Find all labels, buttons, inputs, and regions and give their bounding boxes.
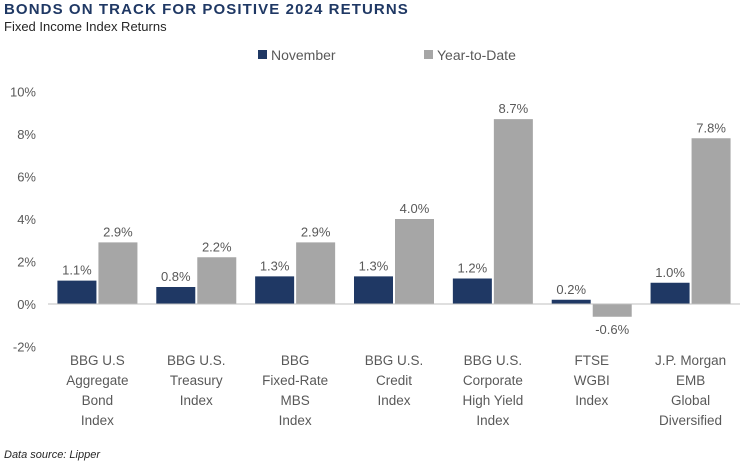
y-tick-label: 4% (17, 212, 36, 227)
bar-november (650, 282, 690, 304)
category-label: BBG Fixed-Rate MBS Index (262, 353, 328, 428)
data-label-year-to-date: 4.0% (400, 201, 430, 216)
y-axis-ticks: -2% 0% 2% 4% 6% 8% 10% (10, 85, 36, 355)
legend-swatch-november (258, 50, 267, 59)
y-tick-label: 0% (17, 297, 36, 312)
bars (57, 119, 731, 317)
category-label: J.P. Morgan EMB Global Diversified (655, 353, 726, 428)
legend-swatch-year-to-date (424, 50, 433, 59)
data-label-november: 1.1% (62, 263, 92, 278)
bar-year-to-date (592, 304, 632, 317)
category-label: BBG U.S. Credit Index (365, 353, 424, 408)
data-label-year-to-date: 7.8% (696, 120, 726, 135)
y-tick-label: 8% (17, 127, 36, 142)
bar-year-to-date (493, 119, 533, 304)
bar-year-to-date (197, 257, 237, 304)
category-labels: BBG U.S Aggregate Bond Index BBG U.S. Treasur… (66, 353, 726, 428)
legend-label-november: November (271, 47, 336, 63)
bar-november (255, 276, 295, 304)
data-label-year-to-date: 8.7% (499, 101, 529, 116)
data-label-november: 0.8% (161, 269, 191, 284)
bar-year-to-date (691, 138, 731, 304)
y-tick-label: 10% (10, 85, 36, 100)
bar-year-to-date (395, 219, 434, 304)
data-label-november: 1.0% (655, 265, 685, 280)
bar-november (452, 278, 492, 304)
data-label-november: 1.3% (359, 258, 389, 273)
data-label-november: 1.3% (260, 258, 290, 273)
data-label-year-to-date: 2.9% (103, 224, 133, 239)
legend: November Year-to-Date (258, 47, 516, 63)
category-label: BBG U.S Aggregate Bond Index (66, 353, 128, 428)
data-label-year-to-date: -0.6% (595, 322, 629, 337)
legend-label-year-to-date: Year-to-Date (437, 47, 516, 63)
category-label: BBG U.S. Treasury Index (167, 353, 226, 408)
chart-title: BONDS ON TRACK FOR POSITIVE 2024 RETURNS (4, 1, 409, 18)
y-tick-label: 2% (17, 255, 36, 270)
bar-november (57, 280, 97, 304)
y-tick-label: -2% (13, 340, 37, 355)
data-label-year-to-date: 2.9% (301, 224, 331, 239)
data-label-november: 1.2% (458, 261, 488, 276)
bar-november (354, 276, 393, 304)
chart-subtitle: Fixed Income Index Returns (4, 19, 167, 34)
bar-november (156, 287, 196, 304)
bar-year-to-date (98, 242, 138, 304)
bar-year-to-date (296, 242, 336, 304)
data-label-november: 0.2% (556, 282, 586, 297)
bar-data-labels: 1.1% 0.8% 1.3% 1.3% 1.2% 0.2% 1.0% 2.9% 2.2% 2.9%… (62, 101, 726, 337)
data-label-year-to-date: 2.2% (202, 239, 232, 254)
y-tick-label: 6% (17, 170, 36, 185)
data-source-note: Data source: Lipper (4, 449, 100, 461)
bar-november (551, 299, 591, 304)
category-label: BBG U.S. Corporate High Yield Index (462, 353, 523, 428)
category-label: FTSE WGBI Index (574, 353, 610, 408)
